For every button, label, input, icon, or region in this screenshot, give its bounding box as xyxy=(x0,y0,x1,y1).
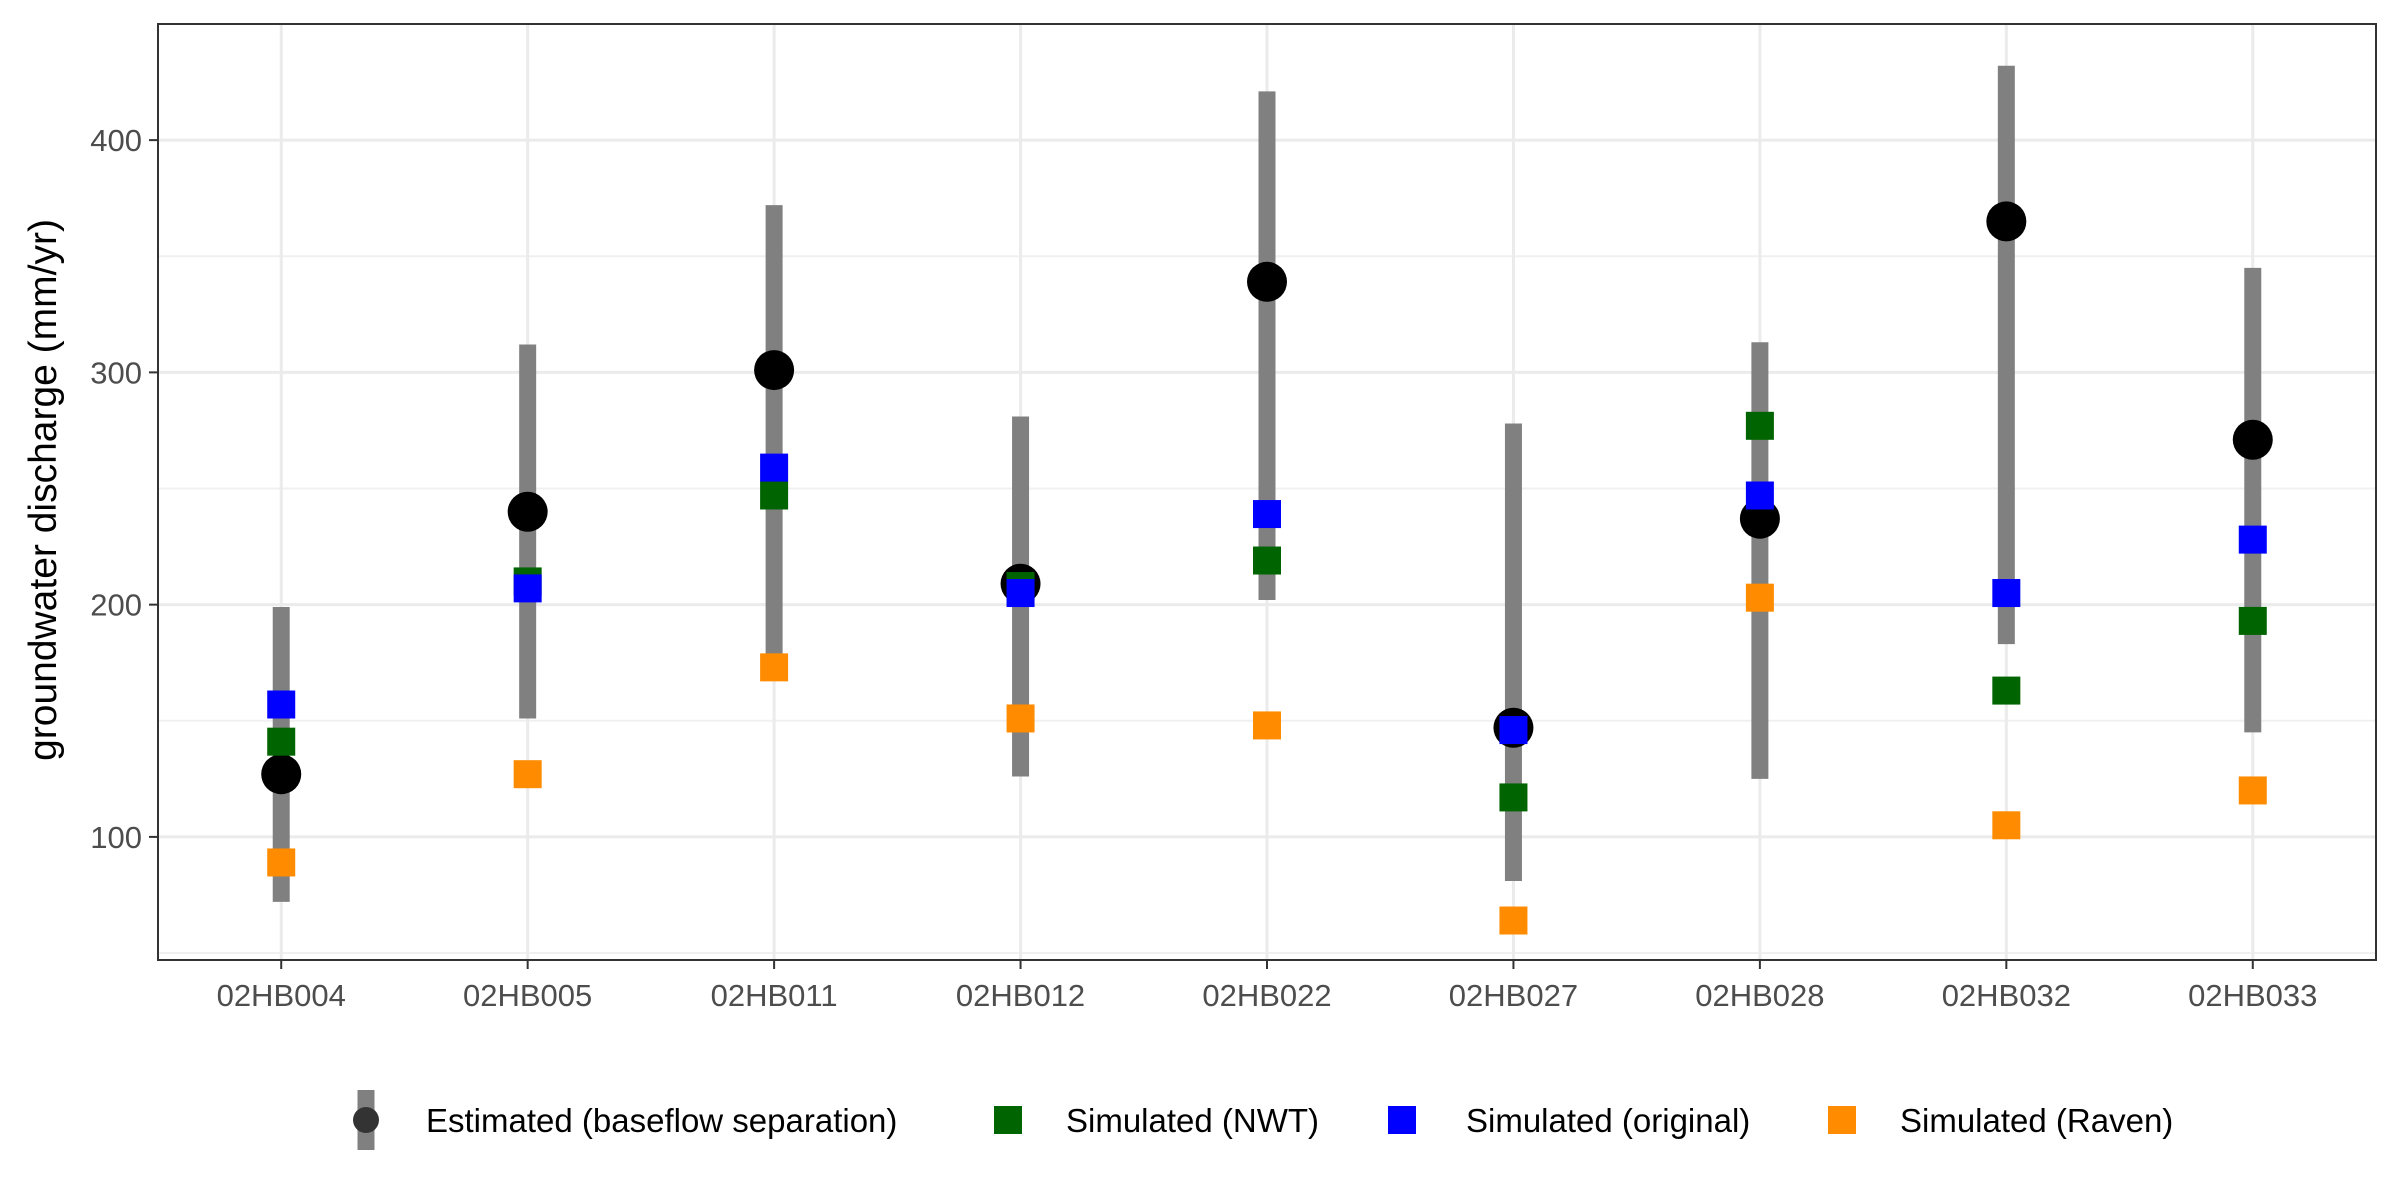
simulated-original-point-02HB012 xyxy=(1006,579,1035,608)
simulated-nwt-point-02HB033 xyxy=(2238,606,2267,635)
simulated-original-point-02HB011 xyxy=(760,453,789,482)
simulated-raven-point-02HB005 xyxy=(513,760,542,789)
y-tick-label: 400 xyxy=(90,123,142,158)
simulated-raven-point-02HB028 xyxy=(1745,583,1774,612)
legend-key-simulated-original xyxy=(1388,1106,1416,1134)
simulated-original-point-02HB028 xyxy=(1745,481,1774,510)
estimated-point-02HB005 xyxy=(507,491,548,532)
simulated-nwt-point-02HB004 xyxy=(267,727,296,756)
x-tick-label: 02HB004 xyxy=(217,978,346,1013)
simulated-original-point-02HB004 xyxy=(267,690,296,719)
x-tick-label: 02HB005 xyxy=(463,978,592,1013)
x-tick-label: 02HB032 xyxy=(1942,978,2071,1013)
simulated-nwt-point-02HB011 xyxy=(760,481,789,510)
y-tick-label: 200 xyxy=(90,588,142,623)
y-tick-label: 300 xyxy=(90,355,142,390)
x-axis-ticks: 02HB004 02HB005 02HB011 02HB012 02HB022 02HB0… xyxy=(217,960,2317,1013)
y-tick-label: 100 xyxy=(90,820,142,855)
simulated-raven-point-02HB012 xyxy=(1006,704,1035,733)
estimated-point-02HB004 xyxy=(261,754,302,795)
legend-key-simulated-nwt xyxy=(994,1106,1022,1134)
legend-label-simulated-raven: Simulated (Raven) xyxy=(1900,1102,2173,1139)
simulated-raven-point-02HB032 xyxy=(1992,811,2021,840)
y-axis-ticks: 100 200 300 400 xyxy=(90,123,158,855)
simulated-nwt-point-02HB022 xyxy=(1253,546,1281,575)
x-tick-label: 02HB012 xyxy=(956,978,1085,1013)
data-points xyxy=(261,201,2273,935)
simulated-original-point-02HB033 xyxy=(2238,525,2267,554)
simulated-raven-point-02HB027 xyxy=(1499,906,1528,935)
legend: Estimated (baseflow separation) Simulated… xyxy=(353,1090,2173,1150)
simulated-nwt-point-02HB027 xyxy=(1499,783,1528,812)
simulated-original-point-02HB005 xyxy=(513,574,542,603)
simulated-raven-point-02HB004 xyxy=(267,848,296,877)
simulated-nwt-point-02HB032 xyxy=(1992,676,2021,705)
legend-key-estimated-point xyxy=(353,1107,379,1133)
x-tick-label: 02HB022 xyxy=(1202,978,1331,1013)
simulated-raven-point-02HB033 xyxy=(2238,776,2267,805)
legend-label-simulated-nwt: Simulated (NWT) xyxy=(1066,1102,1319,1139)
simulated-original-point-02HB032 xyxy=(1992,579,2021,608)
estimated-point-02HB033 xyxy=(2232,419,2273,460)
simulated-nwt-point-02HB028 xyxy=(1745,411,1774,440)
estimated-point-02HB011 xyxy=(754,350,795,391)
y-axis-title: groundwater discharge (mm/yr) xyxy=(22,219,65,761)
simulated-original-point-02HB027 xyxy=(1499,716,1528,745)
x-tick-label: 02HB033 xyxy=(2188,978,2317,1013)
legend-label-estimated: Estimated (baseflow separation) xyxy=(426,1102,897,1139)
x-tick-label: 02HB011 xyxy=(711,978,838,1013)
estimated-point-02HB032 xyxy=(1986,201,2027,242)
simulated-original-point-02HB022 xyxy=(1253,500,1281,529)
x-tick-label: 02HB028 xyxy=(1695,978,1824,1013)
x-tick-label: 02HB027 xyxy=(1449,978,1578,1013)
legend-label-simulated-original: Simulated (original) xyxy=(1466,1102,1750,1139)
simulated-raven-point-02HB022 xyxy=(1253,711,1281,740)
estimated-point-02HB022 xyxy=(1247,261,1287,302)
legend-key-simulated-raven xyxy=(1828,1106,1856,1134)
simulated-raven-point-02HB011 xyxy=(760,653,789,682)
